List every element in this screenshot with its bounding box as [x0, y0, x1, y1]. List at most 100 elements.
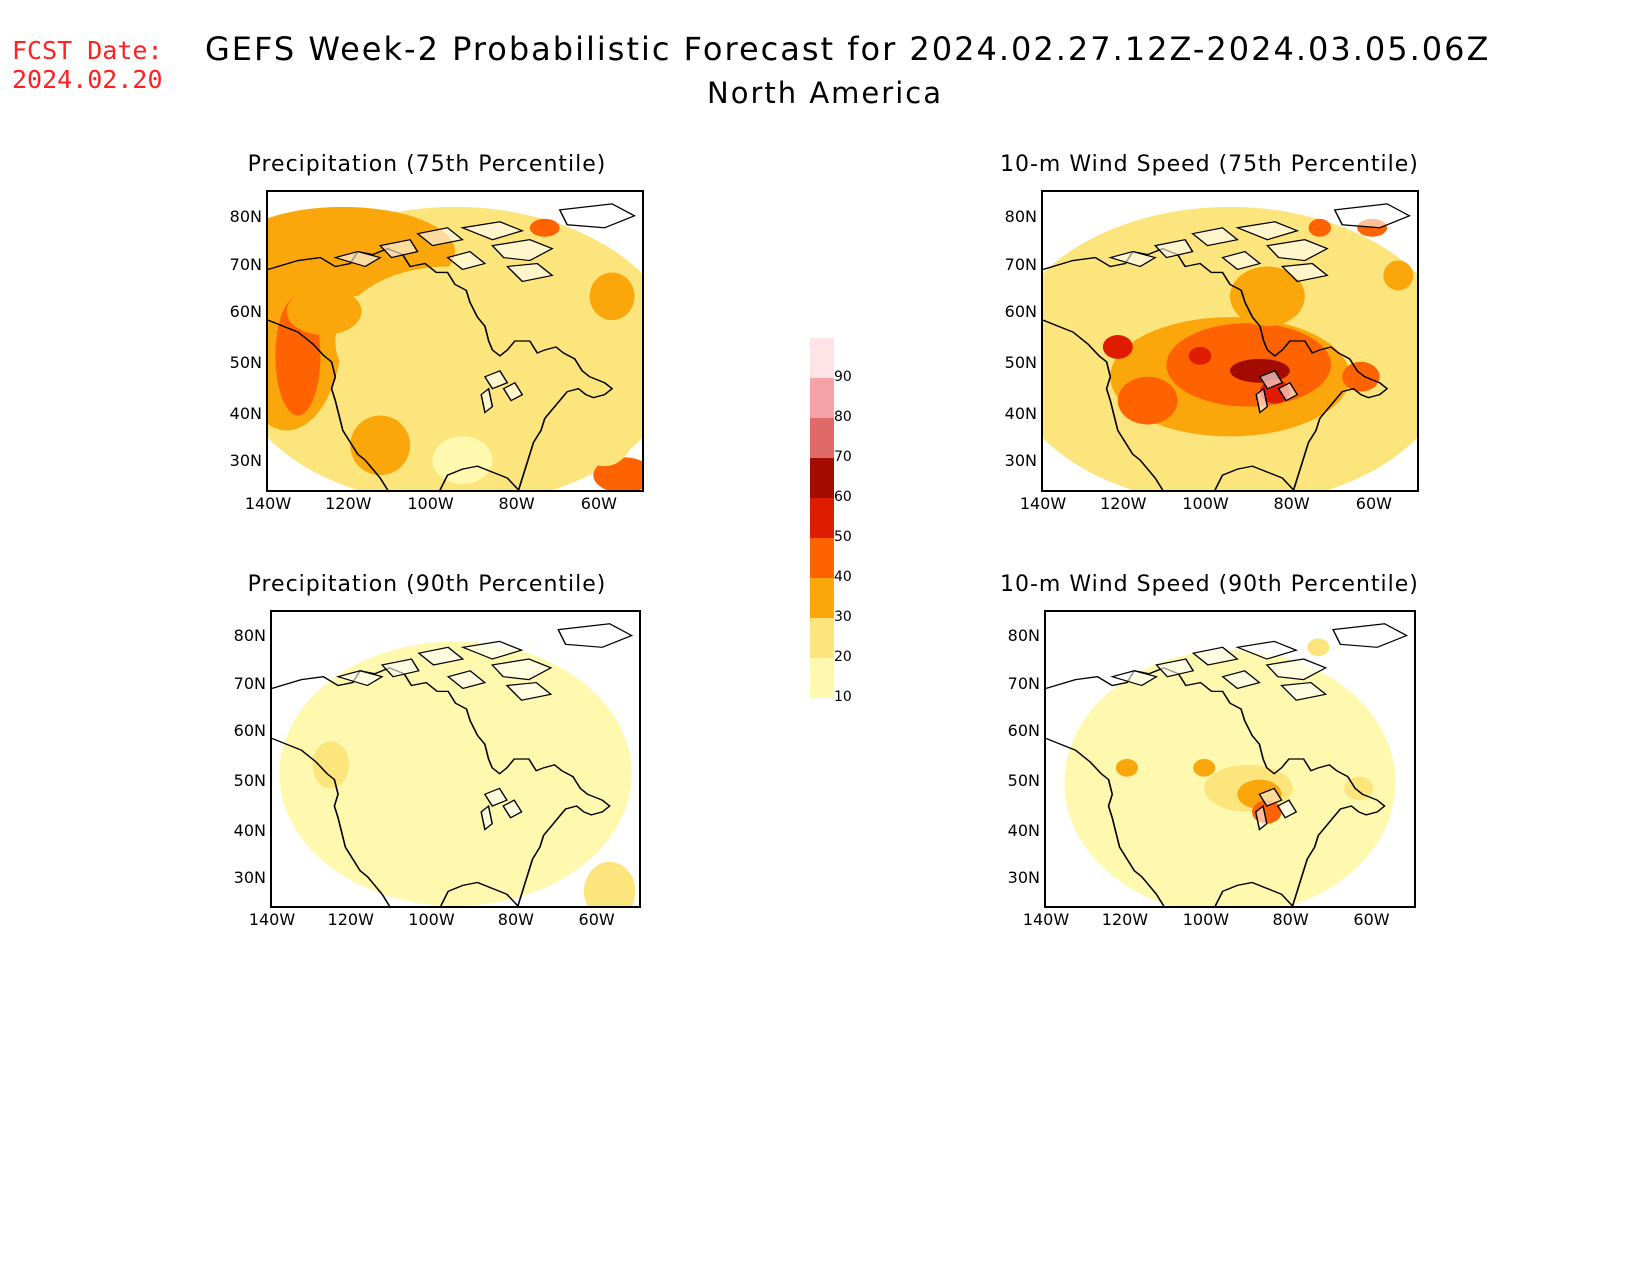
page-title: GEFS Week-2 Probabilistic Forecast for 2…: [205, 30, 1491, 68]
longitude-tick-label: 80W: [1272, 910, 1309, 929]
island-outline: [1235, 640, 1299, 660]
island-outline: [416, 227, 464, 247]
latitude-tick-label: 40N: [1007, 820, 1040, 840]
island-outline: [1280, 681, 1328, 701]
island-outline: [1155, 658, 1195, 678]
map-wind-90: [1044, 610, 1416, 908]
probability-region: [1102, 335, 1133, 359]
island-outline: [502, 799, 523, 819]
colorbar-label: 80: [834, 409, 852, 425]
colorbar-swatch: [810, 658, 834, 698]
island-outline: [446, 670, 487, 690]
map-wind-75: [1041, 190, 1419, 492]
map-precip-90: [270, 610, 641, 908]
longitude-tick-label: 100W: [407, 494, 454, 513]
island-outline: [491, 239, 554, 262]
longitude-tick-label: 80W: [498, 494, 535, 513]
longitude-tick-label: 140W: [244, 494, 292, 513]
colorbar-swatch: [810, 378, 834, 418]
island-outline: [558, 203, 637, 229]
map-field: [272, 623, 636, 906]
longitude-tick-label: 140W: [248, 910, 296, 929]
island-outline: [446, 250, 487, 271]
latitude-tick-label: 60N: [229, 302, 262, 322]
island-outline: [1191, 227, 1239, 247]
latitude-tick-label: 80N: [1004, 206, 1037, 226]
island-outline: [378, 238, 419, 259]
probability-region: [389, 700, 537, 789]
probability-region: [286, 287, 362, 336]
longitude-tick-label: 60W: [578, 910, 615, 929]
forecast-date-value: 2024.02.20: [12, 65, 163, 94]
colorbar-swatch: [810, 578, 834, 618]
colorbar-swatch: [810, 498, 834, 538]
probability-region: [1383, 260, 1414, 291]
colorbar-swatch: [810, 338, 834, 378]
island-outline: [1258, 787, 1283, 807]
longitude-tick-label: 60W: [1355, 494, 1392, 513]
latitude-tick-label: 40N: [229, 403, 262, 423]
probability-region: [350, 415, 411, 476]
island-outline: [335, 670, 384, 687]
colorbar-swatch: [810, 418, 834, 458]
probability-region: [589, 272, 635, 321]
latitude-tick-label: 30N: [233, 867, 266, 887]
probability-region: [432, 436, 493, 485]
island-outline: [1221, 670, 1261, 690]
island-outline: [1333, 203, 1412, 229]
latitude-tick-label: 80N: [1007, 626, 1040, 646]
latitude-tick-label: 50N: [229, 352, 262, 372]
latitude-tick-label: 70N: [229, 254, 262, 274]
map-precip-75: [266, 190, 644, 492]
longitude-tick-label: 140W: [1022, 910, 1070, 929]
probability-region: [583, 861, 636, 906]
island-outline: [333, 250, 382, 268]
latitude-tick-label: 70N: [233, 673, 266, 693]
island-outline: [460, 640, 524, 660]
panel-title-precip-75: Precipitation (75th Percentile): [247, 152, 607, 177]
latitude-tick-label: 80N: [233, 626, 266, 646]
probability-region: [1342, 361, 1380, 392]
island-outline: [480, 387, 494, 414]
longitude-tick-label: 80W: [497, 910, 534, 929]
probability-region: [1115, 759, 1138, 777]
island-outline: [1266, 239, 1329, 262]
island-outline: [1258, 370, 1284, 390]
longitude-tick-label: 120W: [327, 910, 374, 929]
map-field: [268, 203, 642, 490]
panel-title-precip-90: Precipitation (90th Percentile): [247, 572, 607, 597]
longitude-tick-label: 80W: [1273, 494, 1310, 513]
probability-region: [529, 218, 560, 237]
region-subtitle: North America: [707, 76, 943, 110]
longitude-tick-label: 140W: [1019, 494, 1067, 513]
island-outline: [505, 262, 554, 283]
island-outline: [1221, 250, 1262, 271]
longitude-tick-label: 100W: [1182, 494, 1229, 513]
longitude-tick-label: 60W: [580, 494, 617, 513]
island-outline: [1191, 646, 1239, 666]
map-field: [1046, 623, 1409, 906]
latitude-tick-label: 70N: [1007, 673, 1040, 693]
island-outline: [417, 646, 465, 666]
longitude-tick-label: 100W: [1182, 910, 1230, 929]
island-outline: [483, 787, 508, 807]
island-outline: [1277, 381, 1299, 402]
colorbar-label: 60: [834, 489, 852, 505]
island-outline: [480, 804, 493, 831]
longitude-tick-label: 120W: [1100, 494, 1147, 513]
map-field: [1043, 203, 1417, 490]
island-outline: [1235, 221, 1300, 241]
island-outline: [460, 221, 525, 241]
colorbar-label: 10: [834, 689, 852, 705]
island-outline: [505, 681, 553, 701]
colorbar-label: 70: [834, 449, 852, 465]
colorbar-label: 50: [834, 529, 852, 545]
island-outline: [1108, 250, 1157, 268]
panel-title-wind-75: 10-m Wind Speed (75th Percentile): [1000, 152, 1419, 177]
longitude-tick-label: 120W: [325, 494, 372, 513]
island-outline: [483, 370, 509, 390]
latitude-tick-label: 70N: [1004, 254, 1037, 274]
island-outline: [1254, 804, 1268, 831]
colorbar-label: 40: [834, 569, 852, 585]
latitude-tick-label: 30N: [1007, 867, 1040, 887]
